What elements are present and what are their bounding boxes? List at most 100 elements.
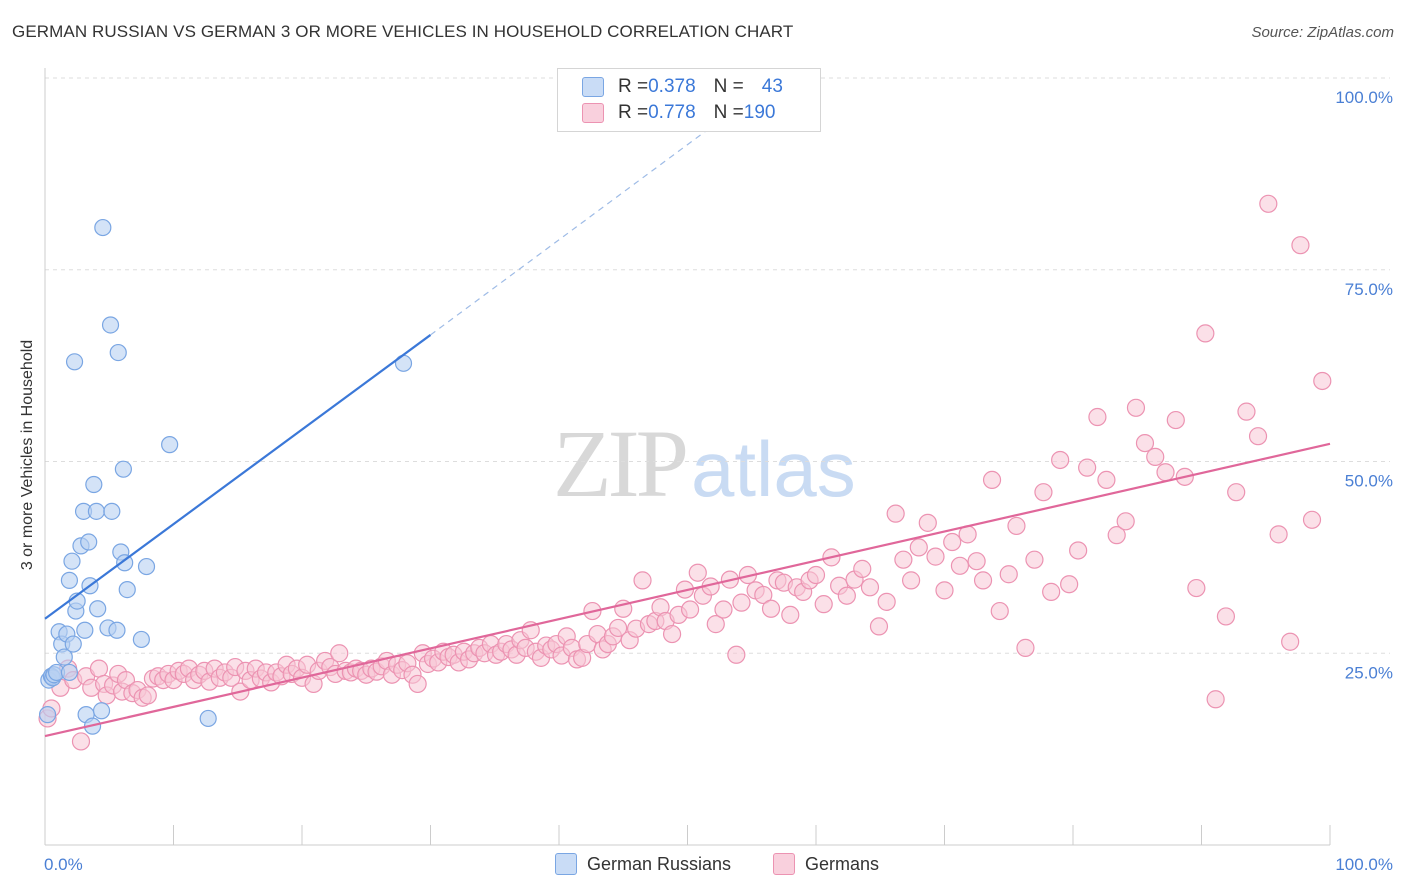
legend-n-value: 43: [761, 76, 783, 97]
legend-r-label: R =: [618, 76, 649, 97]
chart-title: GERMAN RUSSIAN VS GERMAN 3 OR MORE VEHIC…: [12, 22, 794, 41]
y-tick-label: 50.0%: [1345, 472, 1393, 491]
bottom-legend-swatch-pink: [773, 853, 795, 875]
data-point-german-russians: [85, 475, 103, 494]
data-point-germans: [973, 571, 993, 590]
data-point-germans: [408, 674, 427, 694]
data-point-germans: [761, 599, 781, 618]
data-point-germans: [1269, 525, 1288, 544]
data-point-german-russians: [161, 436, 179, 454]
data-point-germans: [727, 645, 746, 664]
data-point-germans: [1135, 433, 1155, 453]
bottom-legend-swatch-blue: [555, 853, 577, 875]
data-point-german-russians: [103, 502, 121, 520]
data-point-germans: [1216, 607, 1236, 626]
x-tick-label: 100.0%: [1335, 855, 1393, 874]
legend-swatch-blue: [582, 77, 604, 97]
data-point-germans: [1088, 407, 1107, 427]
data-point-german-russians: [55, 648, 73, 666]
trend-line-german-russians-extension: [430, 77, 778, 336]
data-point-german-russians: [80, 533, 98, 551]
data-point-germans: [1126, 398, 1146, 417]
data-point-germans: [894, 550, 913, 569]
data-point-germans: [1291, 236, 1310, 255]
data-point-germans: [1302, 510, 1322, 529]
x-tick-label: 0.0%: [44, 855, 83, 874]
data-point-germans: [330, 644, 349, 663]
data-point-germans: [1042, 582, 1061, 601]
data-point-germans: [609, 618, 628, 638]
data-point-german-russians: [118, 580, 136, 599]
data-point-germans: [1248, 427, 1268, 446]
legend-n-label: N =: [713, 76, 744, 97]
correlation-legend: R = 0.378 N = 43 R = 0.778 N = 190: [557, 68, 821, 132]
data-point-germans: [1196, 324, 1215, 343]
data-point-germans: [1281, 632, 1300, 651]
data-point-germans: [1116, 512, 1135, 531]
data-point-germans: [967, 552, 986, 571]
data-point-germans: [1060, 575, 1079, 594]
data-point-germans: [1034, 483, 1053, 502]
data-point-germans: [1206, 690, 1225, 709]
data-point-germans: [754, 585, 773, 605]
data-point-german-russians: [60, 571, 79, 589]
data-point-german-russians: [199, 709, 217, 728]
legend-row-german-russians: R = 0.378 N = 43: [582, 76, 783, 98]
bottom-legend-germans: Germans: [773, 852, 879, 876]
data-point-germans: [71, 732, 91, 751]
data-point-germans: [1069, 541, 1088, 560]
data-point-germans: [990, 601, 1009, 621]
legend-n-label: N =: [713, 102, 744, 123]
legend-r-label: R =: [618, 102, 649, 123]
data-point-germans: [886, 504, 905, 523]
data-point-germans: [1025, 550, 1044, 569]
data-point-germans: [1227, 483, 1246, 502]
data-point-germans: [662, 624, 682, 644]
bottom-legend-german-russians: German Russians: [555, 852, 731, 876]
data-point-german-russians: [116, 554, 134, 572]
data-point-germans: [1016, 638, 1035, 657]
watermark: ZIPatlas: [553, 408, 856, 519]
data-point-german-russians: [92, 702, 111, 720]
data-point-germans: [1259, 194, 1278, 213]
data-point-germans: [926, 547, 945, 566]
legend-swatch-pink: [582, 103, 604, 123]
data-point-german-russians: [137, 557, 156, 576]
data-point-germans: [869, 617, 889, 636]
data-point-germans: [1187, 578, 1206, 598]
bottom-legend-label: German Russians: [587, 853, 732, 874]
legend-n-value: 190: [743, 102, 776, 123]
data-point-germans: [1146, 447, 1165, 466]
data-point-germans: [1313, 371, 1332, 391]
trend-lines: [44, 77, 1331, 738]
data-point-germans: [1107, 526, 1126, 545]
data-point-germans: [1166, 410, 1185, 430]
data-point-germans: [943, 532, 962, 552]
data-point-germans: [89, 659, 109, 678]
data-point-german-russians: [63, 552, 81, 570]
axes: [44, 68, 1331, 846]
data-point-german-russians: [64, 635, 82, 653]
y-tick-label: 25.0%: [1345, 663, 1393, 682]
data-point-germans: [935, 581, 954, 600]
trend-line-germans: [44, 442, 1331, 738]
data-point-german-russians: [101, 316, 120, 334]
data-point-germans: [918, 513, 937, 532]
data-point-germans: [1156, 463, 1175, 482]
tick-labels: 25.0% 50.0% 75.0% 100.0% 0.0% 100.0%: [44, 88, 1393, 874]
data-point-germans: [688, 563, 707, 582]
data-point-germans: [837, 586, 856, 605]
data-point-germans: [680, 600, 700, 619]
data-point-german-russians: [114, 460, 132, 478]
data-point-germans: [950, 556, 970, 575]
data-point-germans: [860, 578, 880, 597]
data-point-germans: [1007, 516, 1026, 536]
data-point-germans: [706, 615, 725, 634]
legend-row-germans: R = 0.778 N = 190: [582, 102, 775, 124]
data-point-germans: [999, 565, 1018, 584]
germans-points: [38, 194, 1332, 751]
watermark-zip: ZIP: [553, 410, 689, 517]
y-tick-label: 75.0%: [1345, 280, 1393, 299]
data-point-german-russians: [94, 218, 112, 237]
data-point-germans: [1078, 458, 1097, 477]
